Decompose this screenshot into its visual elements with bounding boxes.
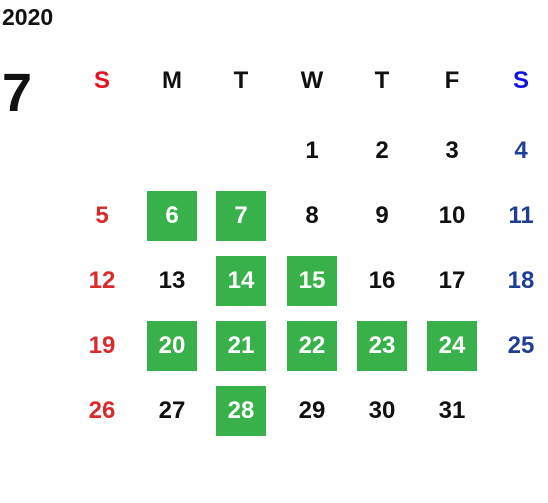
- weekday-header: T: [233, 67, 249, 94]
- highlighted-day: 7: [216, 191, 266, 241]
- day: 18: [507, 267, 535, 294]
- weekday-header: F: [444, 67, 460, 94]
- weekday-header: W: [300, 67, 324, 94]
- day: 9: [375, 202, 389, 229]
- highlighted-day: 6: [147, 191, 197, 241]
- day: 5: [95, 202, 109, 229]
- day: 29: [298, 397, 326, 424]
- day: 25: [507, 332, 535, 359]
- weekday-header: T: [374, 67, 390, 94]
- day: 16: [368, 267, 396, 294]
- highlighted-day: 24: [427, 321, 477, 371]
- highlighted-day: 28: [216, 386, 266, 436]
- day: 11: [508, 202, 534, 229]
- day: 27: [158, 397, 186, 424]
- highlighted-day: 22: [287, 321, 337, 371]
- weekday-header: S: [512, 67, 529, 94]
- day: 17: [438, 267, 466, 294]
- day: 1: [305, 137, 319, 164]
- year: 2020: [2, 4, 54, 30]
- highlighted-day: 14: [216, 256, 266, 306]
- highlighted-day: 21: [216, 321, 266, 371]
- weekday-header: M: [162, 67, 182, 94]
- day: 8: [305, 202, 319, 229]
- day: 19: [88, 332, 116, 359]
- day: 3: [445, 137, 459, 164]
- weekday-header: S: [93, 67, 110, 94]
- day: 26: [88, 397, 116, 424]
- day: 13: [158, 267, 186, 294]
- day: 10: [438, 202, 466, 229]
- highlighted-day: 15: [287, 256, 337, 306]
- day: 12: [88, 267, 116, 294]
- highlighted-day: 20: [147, 321, 197, 371]
- day: 2: [375, 137, 389, 164]
- month: 7: [2, 63, 33, 123]
- highlighted-day: 23: [357, 321, 407, 371]
- day: 30: [368, 397, 396, 424]
- day: 4: [514, 137, 528, 164]
- day: 31: [438, 397, 466, 424]
